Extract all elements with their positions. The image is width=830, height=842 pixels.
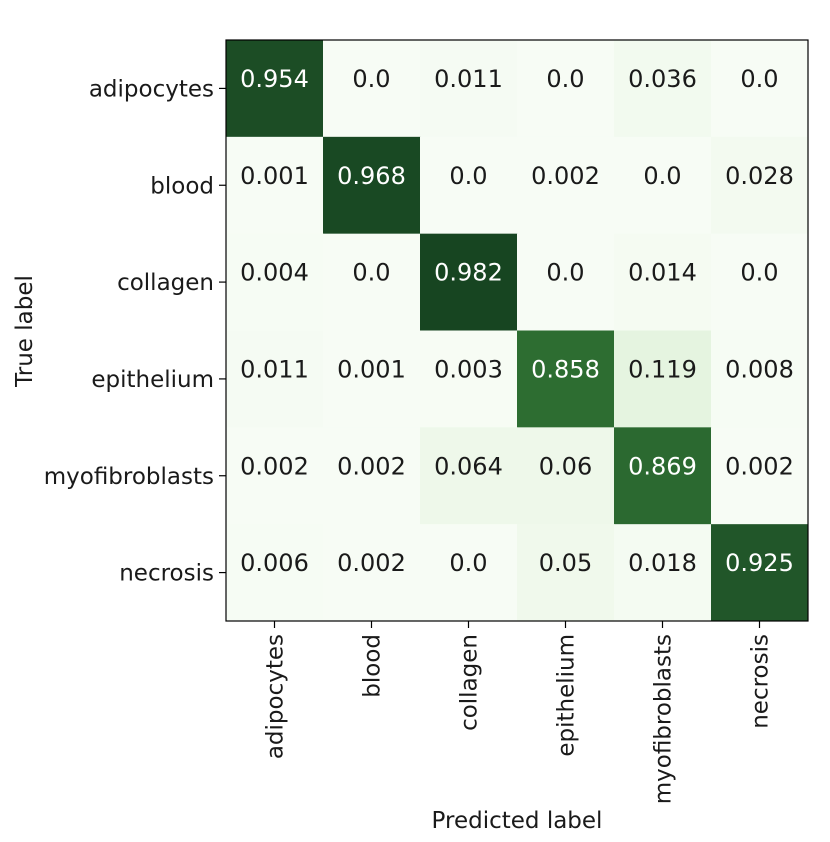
x-axis-ticks: adipocytes blood collagen epithelium myofibr…	[263, 621, 774, 804]
cell-value-label: 0.954	[240, 65, 309, 93]
heatmap-cell	[517, 524, 615, 622]
cell-value-label: 0.004	[240, 259, 309, 287]
cell-value-label: 0.014	[628, 259, 697, 287]
heatmap-cell	[614, 427, 712, 525]
cell-value-label: 0.0	[352, 259, 390, 287]
cell-value-label: 0.0	[740, 259, 778, 287]
cell-value-label: 0.028	[725, 162, 794, 190]
heatmap-cell	[614, 524, 712, 622]
cell-value-label: 0.0	[352, 65, 390, 93]
heatmap-cell	[711, 427, 809, 525]
cell-value-label: 0.869	[628, 452, 697, 480]
cell-value-label: 0.982	[434, 259, 503, 287]
cell-value-label: 0.002	[240, 452, 309, 480]
heatmap-cell	[711, 40, 809, 138]
heatmap-cell	[323, 233, 421, 331]
heatmap-cell	[323, 136, 421, 235]
heatmap-cell	[614, 330, 712, 428]
heatmap-cell	[711, 524, 809, 622]
y-tick-label: epithelium	[91, 367, 214, 393]
x-tick-label: epithelium	[554, 634, 580, 757]
heatmap-cell	[420, 330, 518, 428]
cell-value-label: 0.008	[725, 356, 794, 384]
heatmap-cells	[226, 40, 809, 622]
cell-value-labels: 0.954 0.0 0.011 0.0 0.036 0.0 0.001 0.968 0.0 0.0…	[240, 65, 794, 577]
x-tick-label: necrosis	[748, 634, 774, 729]
cell-value-label: 0.001	[240, 162, 309, 190]
cell-value-label: 0.003	[434, 356, 503, 384]
cell-value-label: 0.036	[628, 65, 697, 93]
cell-value-label: 0.011	[240, 356, 309, 384]
heatmap-cell	[517, 136, 615, 235]
cell-value-label: 0.0	[643, 162, 681, 190]
cell-value-label: 0.002	[725, 452, 794, 480]
heatmap-cell	[420, 233, 518, 331]
heatmap-cell	[323, 40, 421, 138]
x-tick-label: collagen	[457, 634, 483, 731]
y-axis-ticks: adipocytes blood collagen epithelium myofibr…	[44, 76, 226, 587]
heatmap-cell	[226, 524, 324, 622]
cell-value-label: 0.968	[337, 162, 406, 190]
cell-value-label: 0.002	[531, 162, 600, 190]
x-tick-label: blood	[360, 634, 386, 698]
heatmap-cell	[420, 40, 518, 138]
y-tick-label: blood	[150, 173, 214, 199]
cell-value-label: 0.119	[628, 356, 697, 384]
cell-value-label: 0.0	[449, 549, 487, 577]
plot-frame	[225, 39, 809, 622]
cell-value-label: 0.05	[539, 549, 592, 577]
cell-value-label: 0.06	[539, 452, 592, 480]
heatmap-cell	[711, 136, 809, 235]
cell-value-label: 0.0	[546, 65, 584, 93]
heatmap-cell	[323, 524, 421, 622]
heatmap-cell	[614, 40, 712, 138]
cell-value-label: 0.011	[434, 65, 503, 93]
heatmap-cell	[420, 427, 518, 525]
heatmap-cell	[711, 330, 809, 428]
heatmap-cell	[517, 233, 615, 331]
heatmap-cell	[711, 233, 809, 331]
x-axis-label: Predicted label	[432, 808, 603, 834]
y-tick-label: necrosis	[119, 561, 214, 587]
y-tick-label: adipocytes	[89, 76, 214, 102]
cell-value-label: 0.002	[337, 549, 406, 577]
heatmap-cell	[323, 330, 421, 428]
cell-value-label: 0.0	[546, 259, 584, 287]
cell-value-label: 0.925	[725, 549, 794, 577]
heatmap-cell	[517, 330, 615, 428]
heatmap-cell	[323, 427, 421, 525]
heatmap-cell	[226, 427, 324, 525]
heatmap-cell	[614, 136, 712, 235]
heatmap-cell	[517, 427, 615, 525]
heatmap-cell	[226, 233, 324, 331]
heatmap-cell	[420, 524, 518, 622]
cell-value-label: 0.018	[628, 549, 697, 577]
heatmap-cell	[614, 233, 712, 331]
heatmap-cell	[420, 136, 518, 235]
cell-value-label: 0.002	[337, 452, 406, 480]
cell-value-label: 0.001	[337, 356, 406, 384]
heatmap-cell	[517, 40, 615, 138]
y-axis-label: True label	[12, 275, 38, 388]
cell-value-label: 0.0	[740, 65, 778, 93]
heatmap-cell	[226, 136, 324, 235]
heatmap-cell	[226, 40, 324, 138]
cell-value-label: 0.006	[240, 549, 309, 577]
cell-value-label: 0.858	[531, 356, 600, 384]
y-tick-label: collagen	[117, 270, 214, 296]
heatmap-cell	[226, 330, 324, 428]
cell-value-label: 0.064	[434, 452, 503, 480]
y-tick-label: myofibroblasts	[44, 464, 214, 490]
x-tick-label: adipocytes	[263, 634, 289, 759]
x-tick-label: myofibroblasts	[651, 634, 677, 804]
cell-value-label: 0.0	[449, 162, 487, 190]
